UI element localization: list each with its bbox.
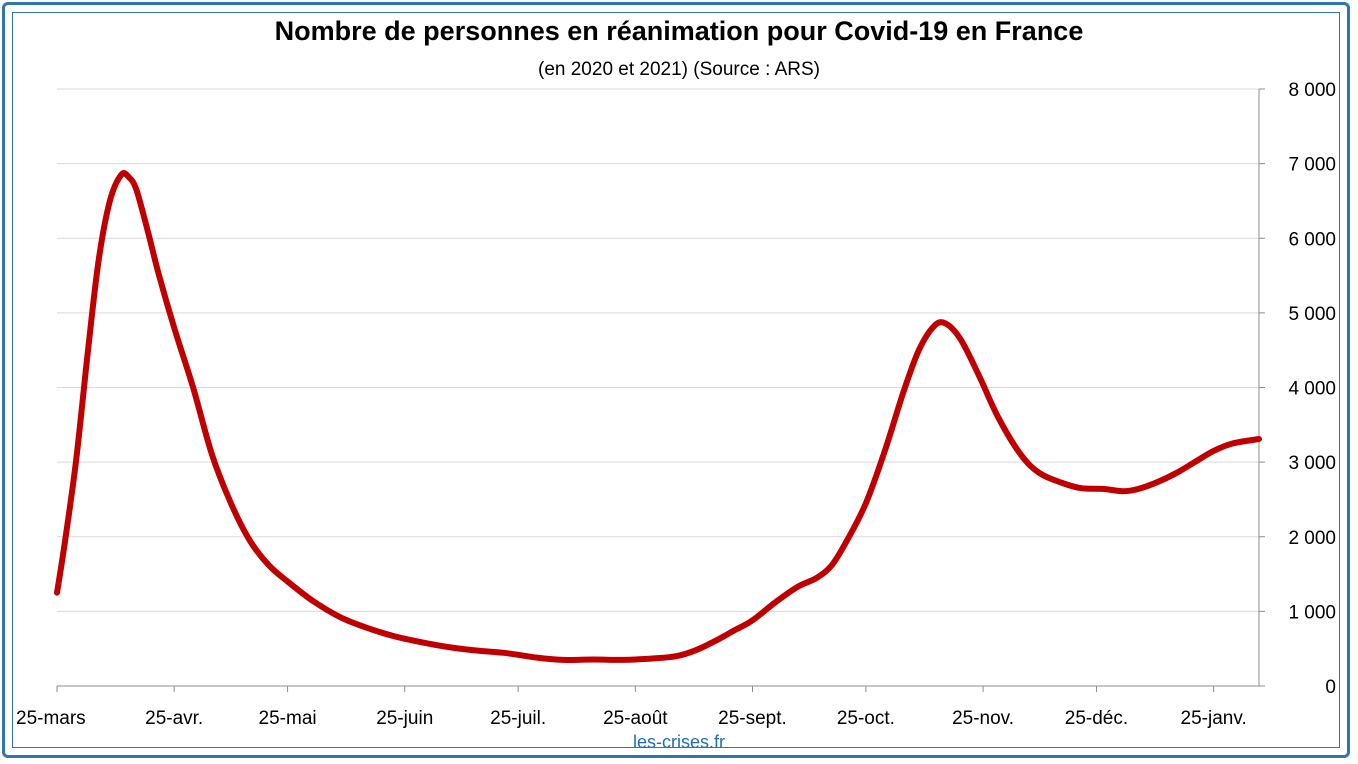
y-axis-ticks: 0 1 000 2 000 3 000 4 000 5 000 6 000 7 000 8 00… bbox=[1259, 80, 1336, 698]
x-tick-label: 25-août bbox=[603, 708, 668, 729]
x-tick-label: 25-oct. bbox=[837, 708, 895, 729]
series-group bbox=[54, 170, 1262, 663]
x-axis-ticks: 25-mars 25-avr. 25-mai 25-juin 25-juil. 25-ao… bbox=[16, 686, 1247, 729]
x-tick-label: 25-janv. bbox=[1181, 708, 1247, 729]
chart-title: Nombre de personnes en réanimation pour … bbox=[274, 16, 1084, 46]
series-line bbox=[54, 170, 1262, 663]
y-tick-label: 6 000 bbox=[1288, 229, 1336, 250]
x-tick-label: 25-mars bbox=[16, 708, 86, 729]
y-tick-label: 2 000 bbox=[1288, 528, 1336, 549]
y-tick-label: 0 bbox=[1325, 677, 1336, 698]
x-tick-label: 25-juil. bbox=[490, 708, 546, 729]
grid-lines bbox=[57, 88, 1259, 612]
chart-inner-border bbox=[12, 12, 1340, 748]
x-tick-label: 25-sept. bbox=[718, 708, 787, 729]
y-tick-label: 1 000 bbox=[1288, 602, 1336, 623]
x-tick-label: 25-nov. bbox=[952, 708, 1014, 729]
source-credit: les-crises.fr bbox=[632, 732, 725, 752]
y-tick-label: 8 000 bbox=[1288, 80, 1336, 101]
x-tick-label: 25-avr. bbox=[145, 708, 203, 729]
y-tick-label: 4 000 bbox=[1288, 379, 1336, 400]
y-tick-label: 5 000 bbox=[1288, 304, 1336, 325]
x-tick-label: 25-juin bbox=[376, 708, 433, 729]
x-tick-label: 25-mai bbox=[259, 708, 317, 729]
y-tick-label: 3 000 bbox=[1288, 453, 1336, 474]
x-tick-label: 25-déc. bbox=[1065, 708, 1128, 729]
y-tick-label: 7 000 bbox=[1288, 155, 1336, 176]
chart-subtitle: (en 2020 et 2021) (Source : ARS) bbox=[538, 59, 820, 80]
